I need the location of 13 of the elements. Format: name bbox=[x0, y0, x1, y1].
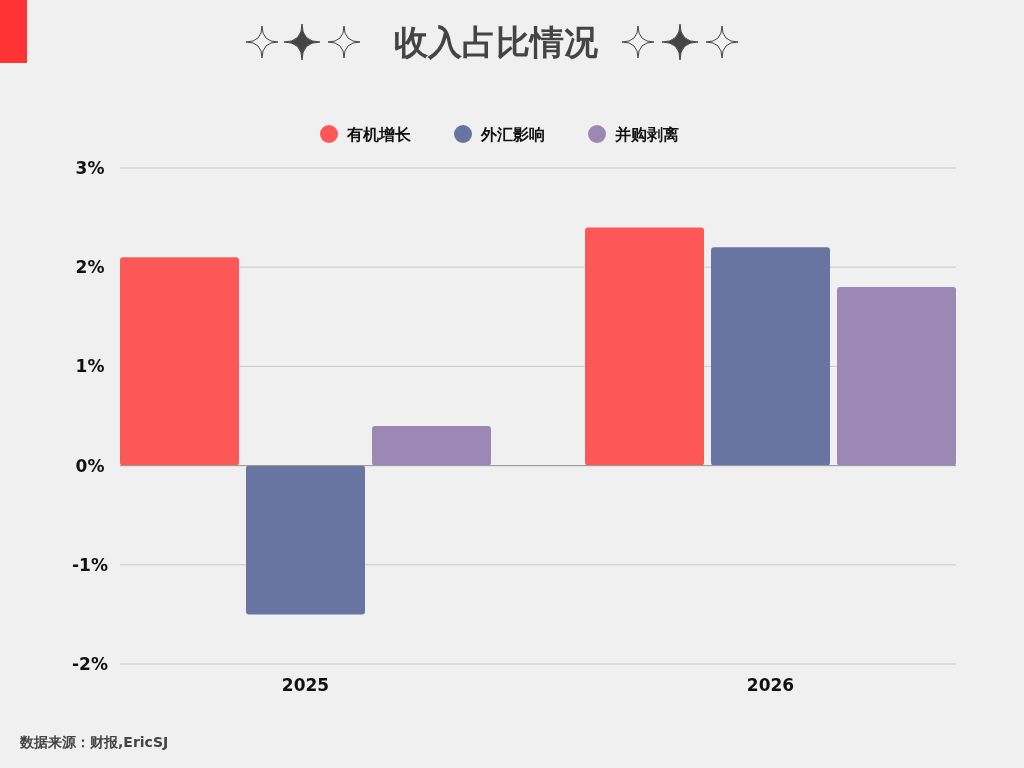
y-tick-label: 3% bbox=[75, 158, 105, 178]
y-tick-label: 2% bbox=[75, 257, 105, 278]
chart-title: 收入占比情况 bbox=[394, 22, 599, 62]
y-tick-label: -1% bbox=[72, 554, 108, 575]
y-tick-label: 0% bbox=[75, 455, 105, 476]
legend-label: 有机增长 bbox=[346, 125, 412, 144]
legend-label: 外汇影响 bbox=[480, 125, 545, 144]
x-tick-label: 2025 bbox=[281, 675, 330, 695]
y-tick-label: -2% bbox=[72, 654, 108, 674]
source-note: 数据来源：财报,EricSJ bbox=[19, 734, 169, 750]
x-tick-label: 2026 bbox=[746, 675, 795, 695]
legend-label: 并购剥离 bbox=[614, 125, 679, 144]
y-tick-label: 1% bbox=[75, 356, 105, 377]
